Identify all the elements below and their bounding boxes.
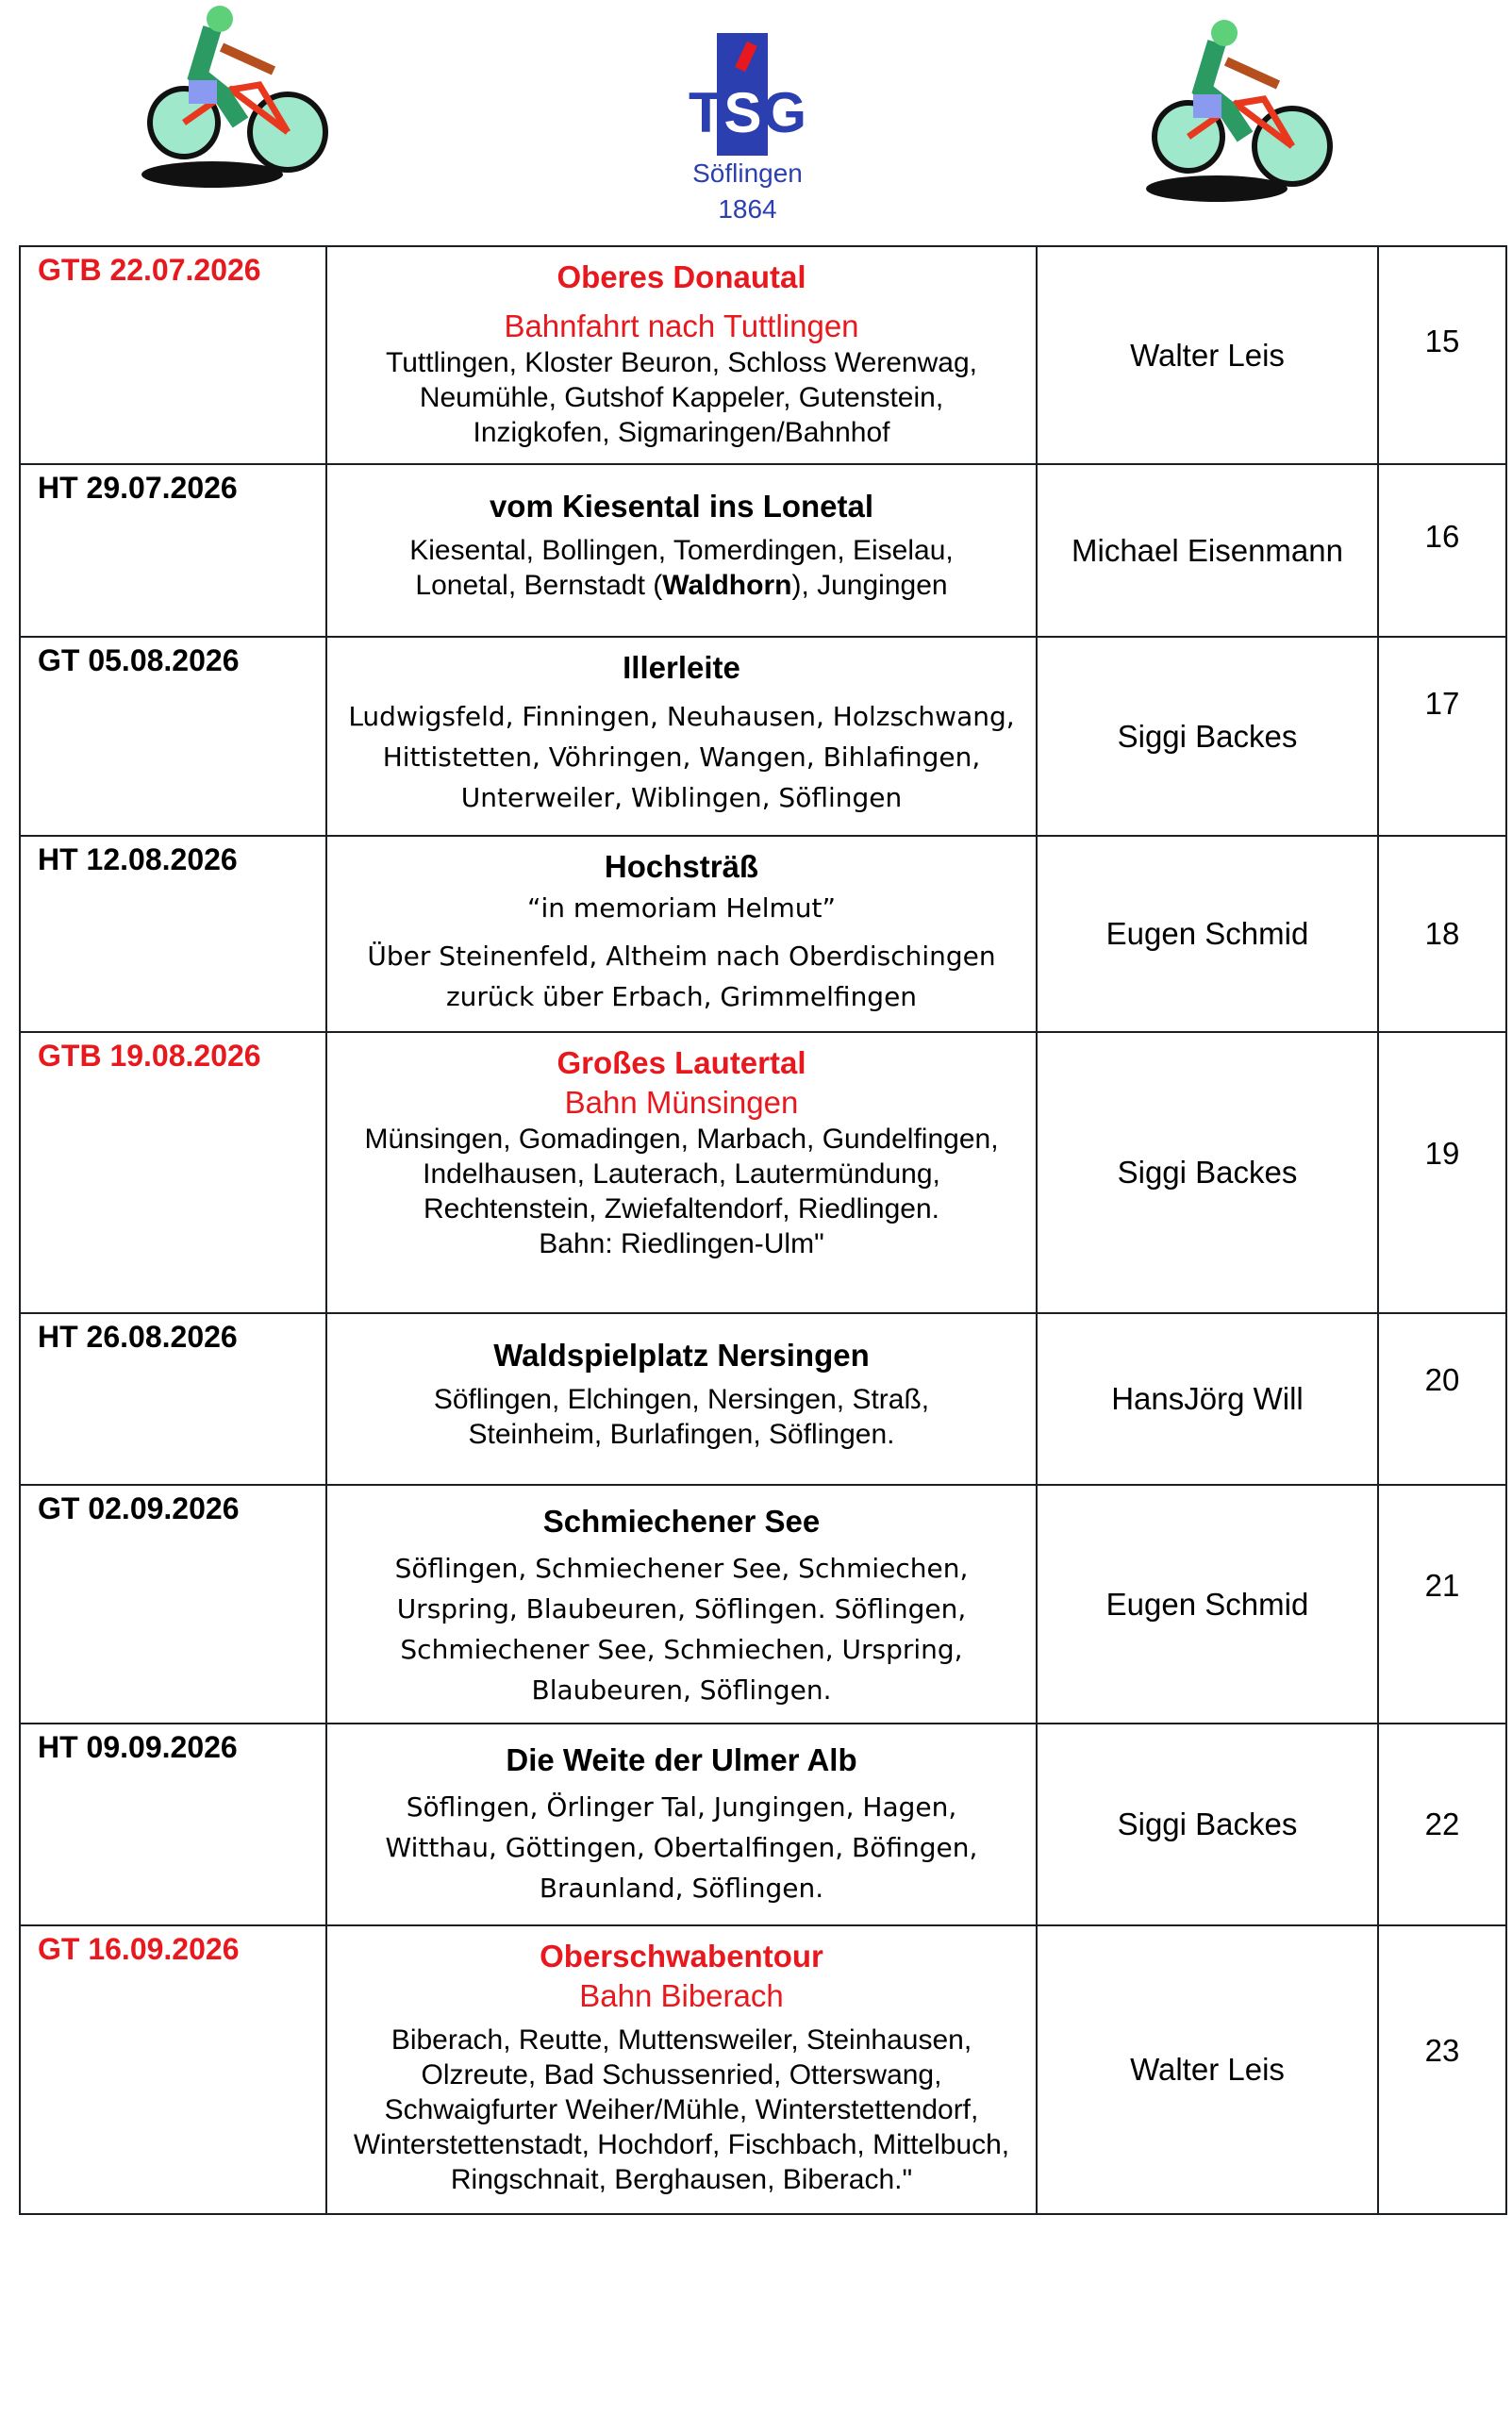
logo-year: 1864 xyxy=(718,194,777,224)
tour-route: Tuttlingen, Kloster Beuron, Schloss Were… xyxy=(386,347,977,448)
tour-title: Oberes Donautal xyxy=(557,259,806,294)
tour-description: Die Weite der Ulmer Alb Söflingen, Örlin… xyxy=(325,1723,1038,1926)
cyclist-icon xyxy=(141,6,328,188)
table-row: GTB 22.07.2026 Oberes Donautal Bahnfahrt… xyxy=(19,245,1507,465)
tour-leader: Michael Eisenmann xyxy=(1036,463,1379,638)
tour-leader: Siggi Backes xyxy=(1036,1031,1379,1314)
tour-date: GTB 19.08.2026 xyxy=(19,1031,327,1314)
tour-number: 17 xyxy=(1377,636,1507,837)
tour-table: GTB 22.07.2026 Oberes Donautal Bahnfahrt… xyxy=(19,245,1507,2215)
tour-date: GT 16.09.2026 xyxy=(19,1924,327,2215)
tour-number: 20 xyxy=(1377,1312,1507,1486)
tour-date: GTB 22.07.2026 xyxy=(19,245,327,465)
tour-route: Söflingen, Elchingen, Nersingen, Straß, … xyxy=(433,1384,930,1450)
tour-description: vom Kiesental ins Lonetal Kiesental, Bol… xyxy=(325,463,1038,638)
tour-leader: Siggi Backes xyxy=(1036,636,1379,837)
cyclist-icon xyxy=(1146,20,1333,202)
tour-title: Illerleite xyxy=(623,650,740,685)
table-row: HT 29.07.2026 vom Kiesental ins Lonetal … xyxy=(19,463,1507,638)
tour-route: Kiesental, Bollingen, Tomerdingen, Eisel… xyxy=(333,533,1030,603)
table-row: GT 16.09.2026 Oberschwabentour Bahn Bibe… xyxy=(19,1924,1507,2215)
route-highlight: Waldhorn xyxy=(662,570,792,601)
tour-description: Waldspielplatz Nersingen Söflingen, Elch… xyxy=(325,1312,1038,1486)
tour-description: Schmiechener See Söflingen, Schmiechener… xyxy=(325,1484,1038,1724)
tour-title: vom Kiesental ins Lonetal xyxy=(489,489,874,524)
tour-title: Schmiechener See xyxy=(542,1504,821,1539)
tour-subtitle: Bahnfahrt nach Tuttlingen xyxy=(504,308,859,343)
tour-date: HT 26.08.2026 xyxy=(19,1312,327,1486)
tour-route: Biberach, Reutte, Muttensweiler, Steinha… xyxy=(353,2024,1010,2195)
tour-number: 22 xyxy=(1377,1723,1507,1926)
route-text: Kiesental, Bollingen, Tomerdingen, Eisel… xyxy=(409,535,954,601)
table-row: HT 26.08.2026 Waldspielplatz Nersingen S… xyxy=(19,1312,1507,1486)
tour-route: Ludwigsfeld, Finningen, Neuhausen, Holzs… xyxy=(348,701,1015,813)
tour-number: 15 xyxy=(1377,245,1507,465)
tour-title: Hochsträß xyxy=(604,849,759,884)
tour-number: 19 xyxy=(1377,1031,1507,1314)
tour-number: 21 xyxy=(1377,1484,1507,1724)
tour-date: HT 09.09.2026 xyxy=(19,1723,327,1926)
tour-date: GT 02.09.2026 xyxy=(19,1484,327,1724)
tour-leader: Eugen Schmid xyxy=(1036,1484,1379,1724)
tour-date: HT 12.08.2026 xyxy=(19,835,327,1033)
tour-title: Die Weite der Ulmer Alb xyxy=(506,1742,857,1777)
tour-description: Großes Lautertal Bahn Münsingen Münsinge… xyxy=(325,1031,1038,1314)
table-row: HT 09.09.2026 Die Weite der Ulmer Alb Sö… xyxy=(19,1723,1507,1926)
logo-place: Söflingen xyxy=(692,158,803,188)
tour-date: HT 29.07.2026 xyxy=(19,463,327,638)
tour-route-return: Bahn: Riedlingen-Ulm" xyxy=(539,1228,824,1259)
tour-description: Oberschwabentour Bahn Biberach Biberach,… xyxy=(325,1924,1038,2215)
tour-number: 16 xyxy=(1377,463,1507,638)
tour-leader: Siggi Backes xyxy=(1036,1723,1379,1926)
tour-leader: Walter Leis xyxy=(1036,1924,1379,2215)
route-text: ), Jungingen xyxy=(791,570,948,601)
tour-leader: HansJörg Will xyxy=(1036,1312,1379,1486)
tour-description: Oberes Donautal Bahnfahrt nach Tuttlinge… xyxy=(325,245,1038,465)
tour-date: GT 05.08.2026 xyxy=(19,636,327,837)
tour-number: 23 xyxy=(1377,1924,1507,2215)
table-row: GTB 19.08.2026 Großes Lautertal Bahn Mün… xyxy=(19,1031,1507,1314)
tour-route: Söflingen, Örlinger Tal, Jungingen, Hage… xyxy=(385,1791,978,1904)
tour-description: Hochsträß “in memoriam Helmut” Über Stei… xyxy=(325,835,1038,1033)
tour-title: Oberschwabentour xyxy=(540,1939,823,1974)
tour-subtitle: “in memoriam Helmut” xyxy=(526,892,837,924)
table-row: GT 05.08.2026 Illerleite Ludwigsfeld, Fi… xyxy=(19,636,1507,837)
tour-route: Söflingen, Schmiechener See, Schmiechen,… xyxy=(394,1553,969,1706)
tour-leader: Eugen Schmid xyxy=(1036,835,1379,1033)
tour-description: Illerleite Ludwigsfeld, Finningen, Neuha… xyxy=(325,636,1038,837)
table-row: HT 12.08.2026 Hochsträß “in memoriam Hel… xyxy=(19,835,1507,1033)
tour-title: Großes Lautertal xyxy=(557,1045,806,1080)
tour-number: 18 xyxy=(1377,835,1507,1033)
tour-leader: Walter Leis xyxy=(1036,245,1379,465)
tour-route: Münsingen, Gomadingen, Marbach, Gundelfi… xyxy=(364,1124,999,1224)
tour-subtitle: Bahn Biberach xyxy=(579,1978,784,2013)
tour-route: Über Steinenfeld, Altheim nach Oberdisch… xyxy=(367,941,996,1012)
tour-subtitle: Bahn Münsingen xyxy=(564,1085,799,1120)
table-row: GT 02.09.2026 Schmiechener See Söflingen… xyxy=(19,1484,1507,1724)
tour-title: Waldspielplatz Nersingen xyxy=(493,1338,870,1373)
